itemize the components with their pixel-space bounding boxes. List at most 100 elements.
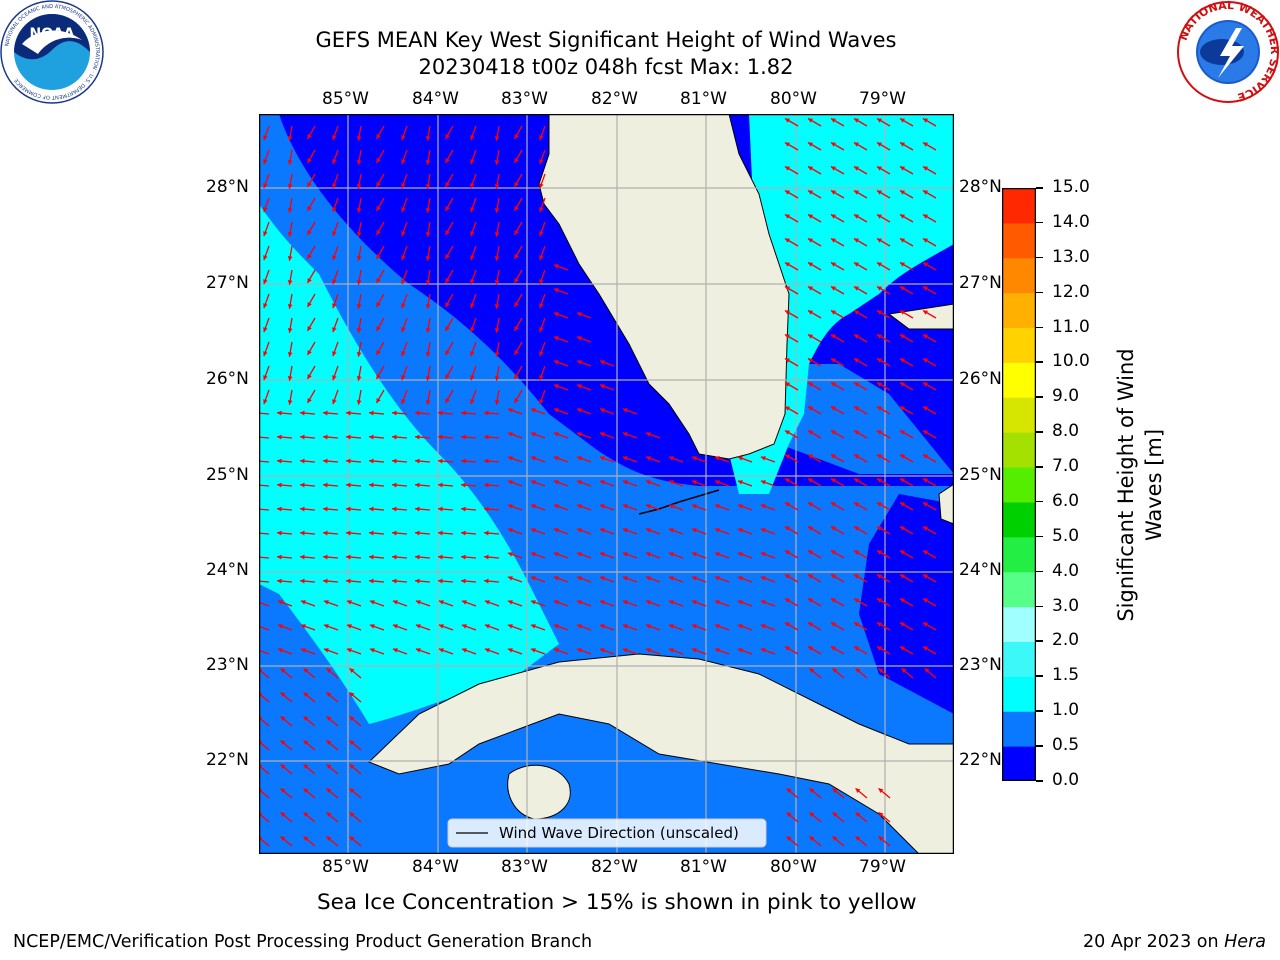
wave-arrow-head <box>553 360 559 365</box>
wave-arrow-head <box>622 576 628 581</box>
wave-arrow-head <box>785 310 791 315</box>
colorbar-tick-mark <box>1036 745 1043 747</box>
wave-arrow-head <box>530 480 536 485</box>
wave-arrow-head <box>461 554 466 560</box>
wave-arrow-head <box>445 181 450 187</box>
wave-arrow-head <box>494 280 500 285</box>
wave-arrow-head <box>401 207 406 213</box>
wave-arrow-head <box>356 304 362 309</box>
wave-arrow-head <box>530 648 536 653</box>
wave-arrow-head <box>622 624 628 629</box>
wave-arrow-head <box>900 262 906 267</box>
wave-arrow-head <box>576 648 582 653</box>
wave-arrow-head <box>854 382 860 387</box>
wave-arrow-head <box>332 135 337 141</box>
wave-arrow-head <box>900 166 906 171</box>
wave-arrow-head <box>514 277 519 283</box>
wave-arrow-head <box>392 578 397 584</box>
wave-arrow-head <box>760 648 766 653</box>
wave-arrow-head <box>808 358 814 363</box>
colorbar-tick-mark <box>1036 291 1043 294</box>
wave-arrow-head <box>326 692 332 698</box>
wave-arrow-head <box>691 648 697 653</box>
wave-arrow-head <box>877 238 883 243</box>
wave-arrow-head <box>808 310 814 315</box>
wave-arrow-head <box>425 160 431 165</box>
lat-label-left: 27°N <box>206 273 249 293</box>
wave-arrow-head <box>376 253 381 259</box>
wave-arrow-head <box>300 578 305 584</box>
colorbar-tick-label: 0.0 <box>1052 770 1080 790</box>
wave-arrow-head <box>376 181 381 187</box>
wave-arrow <box>259 601 270 607</box>
wave-arrow-head <box>514 181 519 187</box>
wave-arrow-head <box>714 480 720 485</box>
wave-arrow-head <box>878 668 884 674</box>
wave-arrow-head <box>599 528 605 533</box>
wave-arrow-head <box>576 504 582 509</box>
wave-arrow-head <box>923 430 929 435</box>
wave-arrow-head <box>514 301 519 307</box>
wave-arrow-head <box>737 648 743 653</box>
wave-arrow-head <box>808 118 814 123</box>
lat-label-right: 26°N <box>959 369 1002 389</box>
wave-arrow-head <box>376 157 381 163</box>
colorbar-tick-label: 9.0 <box>1052 386 1080 407</box>
wave-arrow-head <box>494 232 500 237</box>
wave-arrow-head <box>369 648 375 653</box>
wave-arrow-head <box>831 574 837 579</box>
wave-arrow-head <box>323 434 328 440</box>
lon-label-bottom: 82°W <box>591 857 638 877</box>
wave-arrow-head <box>923 622 929 627</box>
wave-arrow <box>259 412 270 415</box>
wave-arrow-head <box>877 262 883 267</box>
wave-arrow-head <box>553 336 559 341</box>
wave-arrow-head <box>691 624 697 629</box>
lat-label-right: 24°N <box>959 560 1002 580</box>
wave-arrow-head <box>307 373 312 379</box>
wave-arrow-head <box>307 181 312 187</box>
wave-arrow-head <box>737 624 743 629</box>
wave-arrow-head <box>277 434 282 440</box>
wave-arrow-head <box>539 327 544 333</box>
wave-arrow-head <box>369 578 374 584</box>
wave-arrow-head <box>924 668 930 674</box>
wave-arrow-head <box>349 740 355 746</box>
wave-arrow-head <box>277 410 282 416</box>
wave-arrow-head <box>923 214 929 219</box>
wave-arrow-head <box>392 530 397 536</box>
wave-arrow-head <box>277 554 282 560</box>
wave-arrow-head <box>553 504 559 509</box>
colorbar-tick-label: 8.0 <box>1052 421 1080 442</box>
wave-arrow-head <box>401 183 406 189</box>
wave-arrow-head <box>425 400 431 405</box>
wave-arrow-head <box>470 351 475 357</box>
wave-arrow-head <box>326 836 332 842</box>
wave-arrow <box>259 508 270 511</box>
wave-arrow-head <box>854 190 860 195</box>
wave-arrow-head <box>401 303 406 309</box>
wave-arrow-head <box>425 184 431 189</box>
wave-arrow-head <box>786 788 792 794</box>
colorbar-swatch <box>1002 606 1036 642</box>
wave-arrow-head <box>645 624 651 629</box>
lon-label-top: 83°W <box>501 89 548 109</box>
wave-arrow-head <box>576 312 582 317</box>
colorbar-tick-mark <box>1036 466 1043 468</box>
wave-arrow-head <box>346 648 352 653</box>
wave-arrow-head <box>346 530 351 536</box>
lon-label-bottom: 84°W <box>412 857 459 877</box>
wave-arrow-head <box>855 668 861 674</box>
lat-label-right: 23°N <box>959 655 1002 675</box>
wave-arrow-head <box>461 578 466 584</box>
wave-arrow-head <box>415 506 420 512</box>
wave-arrow-head <box>369 482 374 488</box>
wave-arrow-head <box>691 528 697 533</box>
wave-arrow-head <box>599 408 605 413</box>
wave-arrow-head <box>507 648 513 653</box>
wave-arrow-head <box>287 400 293 405</box>
wave-arrow-head <box>923 334 929 339</box>
colorbar-tick-mark <box>1036 326 1043 329</box>
wave-arrow-head <box>369 506 374 512</box>
band-1.0-1.5-west <box>259 204 559 724</box>
